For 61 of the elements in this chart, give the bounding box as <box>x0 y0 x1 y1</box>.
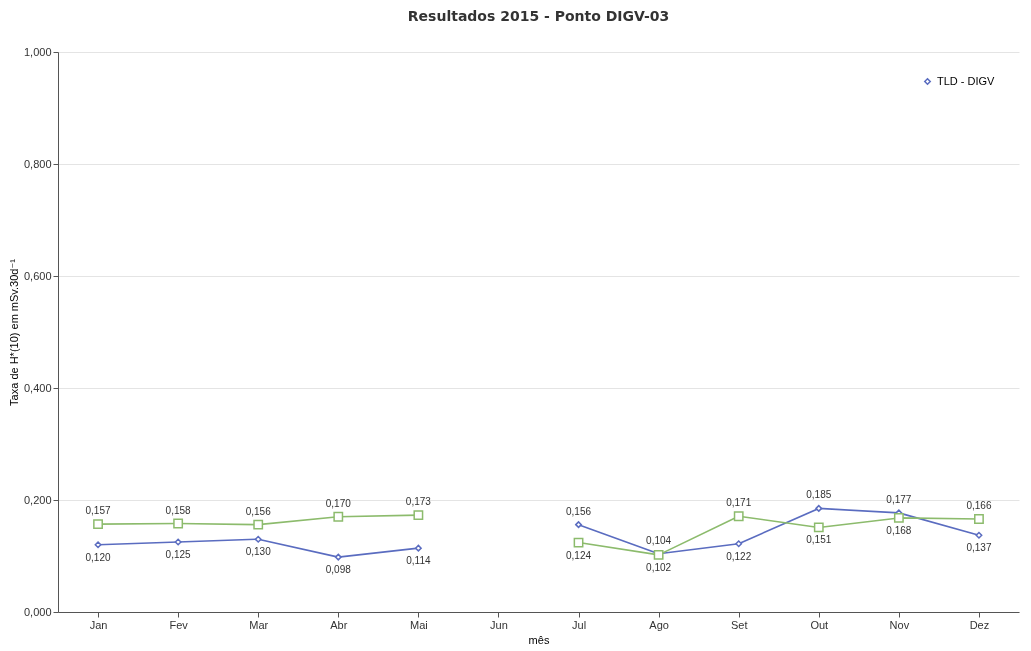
point <box>414 544 422 552</box>
x-tick-label: Mai <box>410 618 428 631</box>
data-label: 0,130 <box>245 546 272 558</box>
y-axis-title: Taxa de H*(10) em mSv.30d⁻¹ <box>7 258 20 406</box>
x-tick-label: Jan <box>89 618 108 631</box>
point <box>413 510 424 521</box>
point <box>975 531 983 539</box>
point <box>253 519 264 530</box>
point <box>735 540 743 548</box>
data-label: 0,158 <box>165 504 192 516</box>
x-tick-label: Abr <box>330 618 348 631</box>
point <box>974 514 984 524</box>
data-label: 0,114 <box>406 555 431 567</box>
data-label: 0,102 <box>646 561 672 573</box>
point <box>94 541 102 549</box>
data-label: 0,151 <box>806 534 832 546</box>
x-tick-label: Mar <box>249 618 269 631</box>
point <box>893 512 904 523</box>
data-label: 0,156 <box>566 505 592 517</box>
x-tick-label: Ago <box>649 618 669 631</box>
data-label: 0,173 <box>405 496 432 508</box>
data-label: 0,124 <box>566 549 592 561</box>
x-axis-title: mês <box>528 633 550 646</box>
x-tick-label: Set <box>730 618 748 631</box>
x-tick-label: Nov <box>889 618 910 631</box>
point <box>575 521 583 529</box>
data-label: 0,166 <box>966 500 992 512</box>
point <box>733 511 744 522</box>
chart-title: Resultados 2015 - Ponto DIGV-03 <box>407 8 670 24</box>
data-label: 0,098 <box>325 564 352 576</box>
y-tick-label: 0,800 <box>23 157 52 170</box>
x-tick-label: Jun <box>490 618 508 631</box>
data-label: 0,104 <box>646 534 672 546</box>
point <box>334 553 342 561</box>
x-tick-label: Out <box>810 618 829 631</box>
legend-label: TLD - DIGV <box>937 74 996 87</box>
y-tick-label: 0,400 <box>23 381 52 394</box>
x-tick-label: Fev <box>169 618 189 631</box>
data-label: 0,171 <box>726 497 752 509</box>
point <box>815 504 823 512</box>
data-label: 0,156 <box>245 505 272 517</box>
data-label: 0,137 <box>966 542 992 554</box>
data-label: 0,157 <box>85 505 111 517</box>
y-tick-label: 0,600 <box>23 269 52 282</box>
point <box>173 518 184 529</box>
data-label: 0,122 <box>726 550 752 562</box>
data-label: 0,177 <box>886 493 912 505</box>
y-tick-label: 1,000 <box>23 45 52 58</box>
data-label: 0,120 <box>85 551 111 563</box>
data-label: 0,168 <box>886 524 912 536</box>
point <box>93 519 103 530</box>
x-tick-label: Jul <box>572 618 587 631</box>
x-tick-label: Dez <box>969 618 990 631</box>
y-tick-label: 0,200 <box>23 493 52 506</box>
data-label: 0,125 <box>165 549 192 560</box>
point <box>254 535 262 543</box>
data-label: 0,185 <box>806 489 832 501</box>
point <box>813 522 824 533</box>
data-label: 0,170 <box>325 497 352 509</box>
point <box>333 511 344 522</box>
y-tick-label: 0,000 <box>23 605 52 618</box>
